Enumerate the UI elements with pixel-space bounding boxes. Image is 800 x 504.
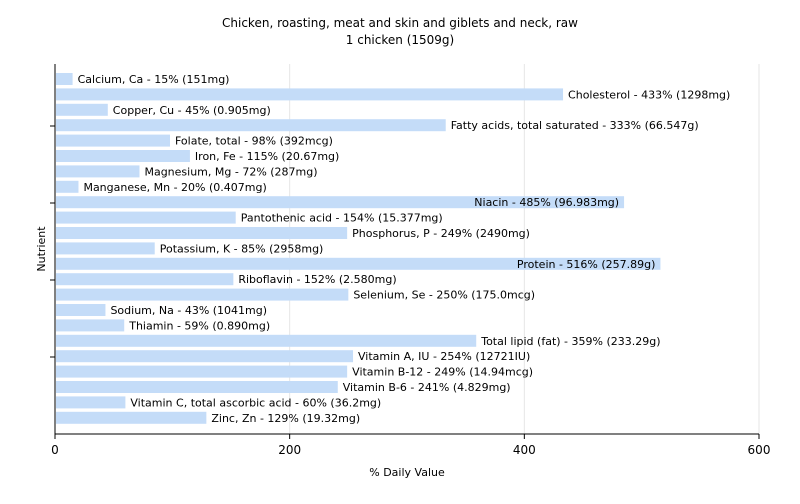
bar-label-14: Selenium, Se - 250% (175.0mcg) <box>353 289 535 302</box>
bars <box>56 73 661 424</box>
bar-label-9: Pantothenic acid - 154% (15.377mg) <box>241 212 443 225</box>
bar-label-7: Manganese, Mn - 20% (0.407mg) <box>83 181 266 194</box>
bar-7 <box>56 180 79 193</box>
y-axis-title: Nutrient <box>35 226 48 272</box>
x-tick-label-0: 0 <box>51 443 59 457</box>
bar-2 <box>56 103 108 116</box>
bar-9 <box>56 211 236 224</box>
bar-label-17: Total lipid (fat) - 359% (233.29g) <box>480 335 660 348</box>
bar-8 <box>56 196 625 209</box>
bar-label-0: Calcium, Ca - 15% (151mg) <box>78 73 230 86</box>
bar-10 <box>56 227 348 239</box>
bar-label-2: Copper, Cu - 45% (0.905mg) <box>113 104 271 117</box>
bar-6 <box>56 165 140 178</box>
bar-11 <box>56 242 155 255</box>
bar-15 <box>56 304 106 316</box>
bar-21 <box>56 396 126 409</box>
chart-title: Chicken, roasting, meat and skin and gib… <box>222 16 578 30</box>
bar-label-19: Vitamin B-12 - 249% (14.94mcg) <box>352 366 533 379</box>
bar-13 <box>56 273 234 286</box>
bar-label-3: Fatty acids, total saturated - 333% (66.… <box>451 119 699 132</box>
bar-label-15: Sodium, Na - 43% (1041mg) <box>110 304 267 317</box>
bar-4 <box>56 134 170 147</box>
bar-label-13: Riboflavin - 152% (2.580mg) <box>238 273 396 286</box>
bar-5 <box>56 150 190 162</box>
bar-labels: Calcium, Ca - 15% (151mg) Cholesterol - 4… <box>78 73 731 425</box>
bar-label-22: Zinc, Zn - 129% (19.32mg) <box>211 412 360 425</box>
bar-1 <box>56 88 564 101</box>
bar-19 <box>56 365 348 378</box>
bar-0 <box>56 73 73 85</box>
x-tick-label-600: 600 <box>748 443 771 457</box>
bar-label-21: Vitamin C, total ascorbic acid - 60% (36… <box>130 396 381 409</box>
bar-14 <box>56 288 349 301</box>
bar-16 <box>56 319 125 332</box>
bar-label-12: Protein - 516% (257.89g) <box>517 258 656 271</box>
axes: 0 200 400 600 <box>50 64 770 457</box>
chart-subtitle: 1 chicken (1509g) <box>346 33 454 47</box>
bar-12 <box>56 257 661 270</box>
bar-label-1: Cholesterol - 433% (1298mg) <box>568 88 730 101</box>
bar-label-11: Potassium, K - 85% (2958mg) <box>160 242 324 255</box>
bar-18 <box>56 350 354 363</box>
bar-22 <box>56 411 207 424</box>
x-tick-label-400: 400 <box>513 443 536 457</box>
bar-label-8: Niacin - 485% (96.983mg) <box>474 196 619 209</box>
bar-label-5: Iron, Fe - 115% (20.67mg) <box>195 150 339 163</box>
bar-20 <box>56 381 338 393</box>
bar-label-16: Thiamin - 59% (0.890mg) <box>128 319 270 332</box>
bar-label-10: Phosphorus, P - 249% (2490mg) <box>352 227 530 240</box>
bar-label-4: Folate, total - 98% (392mcg) <box>175 135 333 148</box>
bar-label-6: Magnesium, Mg - 72% (287mg) <box>144 165 317 178</box>
bar-label-20: Vitamin B-6 - 241% (4.829mg) <box>343 381 511 394</box>
bar-3 <box>56 119 446 132</box>
x-axis-title: % Daily Value <box>369 466 445 479</box>
bar-17 <box>56 334 477 347</box>
bar-label-18: Vitamin A, IU - 254% (12721IU) <box>358 350 530 363</box>
x-tick-label-200: 200 <box>278 443 301 457</box>
